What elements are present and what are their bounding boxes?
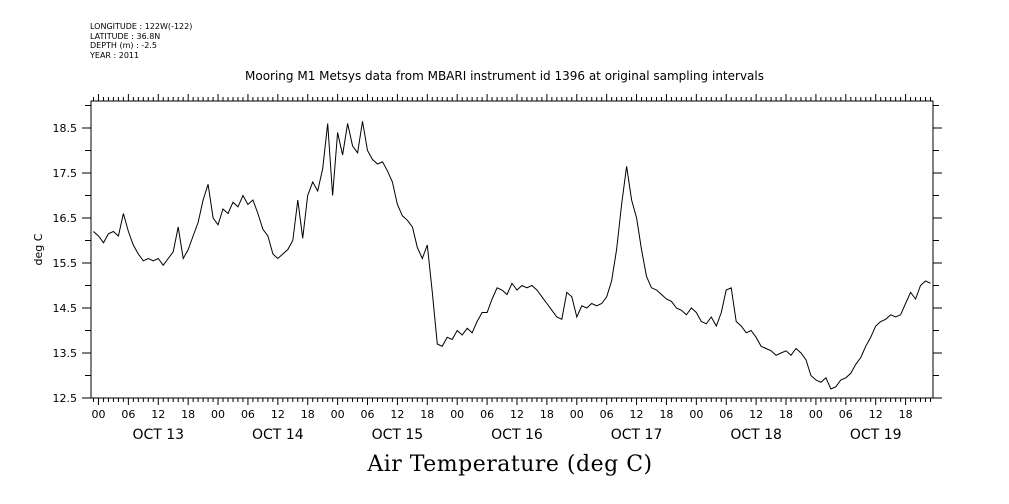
x-day-label: OCT 17 xyxy=(611,427,663,443)
x-tick-label: 00 xyxy=(570,408,584,421)
x-tick-label: 00 xyxy=(689,408,703,421)
metadata-block: LONGITUDE : 122W(-122) LATITUDE : 36.8N … xyxy=(90,22,192,60)
x-tick-label: 12 xyxy=(390,408,404,421)
x-tick-label: 06 xyxy=(361,408,375,421)
y-tick-label: 16.5 xyxy=(53,212,78,225)
x-tick-label: 00 xyxy=(91,408,105,421)
x-tick-label: 18 xyxy=(659,408,673,421)
chart-title: Mooring M1 Metsys data from MBARI instru… xyxy=(245,69,764,83)
x-tick-label: 18 xyxy=(301,408,315,421)
variable-title: Air Temperature (deg C) xyxy=(367,452,653,477)
chart-title-container: Mooring M1 Metsys data from MBARI instru… xyxy=(0,69,1009,83)
y-tick-label: 18.5 xyxy=(53,122,78,135)
x-tick-label: 06 xyxy=(600,408,614,421)
y-tick-label: 15.5 xyxy=(53,257,78,270)
x-tick-label: 06 xyxy=(839,408,853,421)
x-tick-label: 00 xyxy=(809,408,823,421)
x-tick-label: 12 xyxy=(630,408,644,421)
x-day-label: OCT 16 xyxy=(491,427,543,443)
x-day-label: OCT 19 xyxy=(850,427,902,443)
x-tick-label: 06 xyxy=(121,408,135,421)
depth-label: DEPTH (m) : -2.5 xyxy=(90,41,157,51)
year-label: YEAR : 2011 xyxy=(90,50,140,60)
y-tick-label: 13.5 xyxy=(53,347,78,360)
x-tick-label: 06 xyxy=(241,408,255,421)
x-tick-label: 12 xyxy=(869,408,883,421)
x-tick-label: 12 xyxy=(151,408,165,421)
y-tick-label: 12.5 xyxy=(53,392,78,405)
plot-frame xyxy=(90,100,934,399)
x-tick-label: 18 xyxy=(899,408,913,421)
latitude-label: LATITUDE : 36.8N xyxy=(90,31,161,41)
x-tick-label: 18 xyxy=(420,408,434,421)
data-line-air-temperature xyxy=(93,121,931,390)
longitude-label: LONGITUDE : 122W(-122) xyxy=(90,22,193,31)
x-day-label: OCT 13 xyxy=(132,427,184,443)
x-tick-label: 12 xyxy=(749,408,763,421)
y-axis-label: deg C xyxy=(32,233,45,265)
x-tick-label: 06 xyxy=(480,408,494,421)
x-tick-label: 12 xyxy=(271,408,285,421)
x-tick-label: 06 xyxy=(719,408,733,421)
x-tick-label: 12 xyxy=(510,408,524,421)
x-tick-label: 00 xyxy=(331,408,345,421)
x-tick-label: 18 xyxy=(181,408,195,421)
x-tick-label: 00 xyxy=(211,408,225,421)
x-tick-label: 18 xyxy=(540,408,554,421)
x-tick-label: 00 xyxy=(450,408,464,421)
x-day-label: OCT 14 xyxy=(252,427,304,443)
x-day-label: OCT 15 xyxy=(372,427,424,443)
x-tick-label: 18 xyxy=(779,408,793,421)
x-day-label: OCT 18 xyxy=(730,427,782,443)
y-tick-label: 17.5 xyxy=(53,167,78,180)
y-tick-label: 14.5 xyxy=(53,302,78,315)
